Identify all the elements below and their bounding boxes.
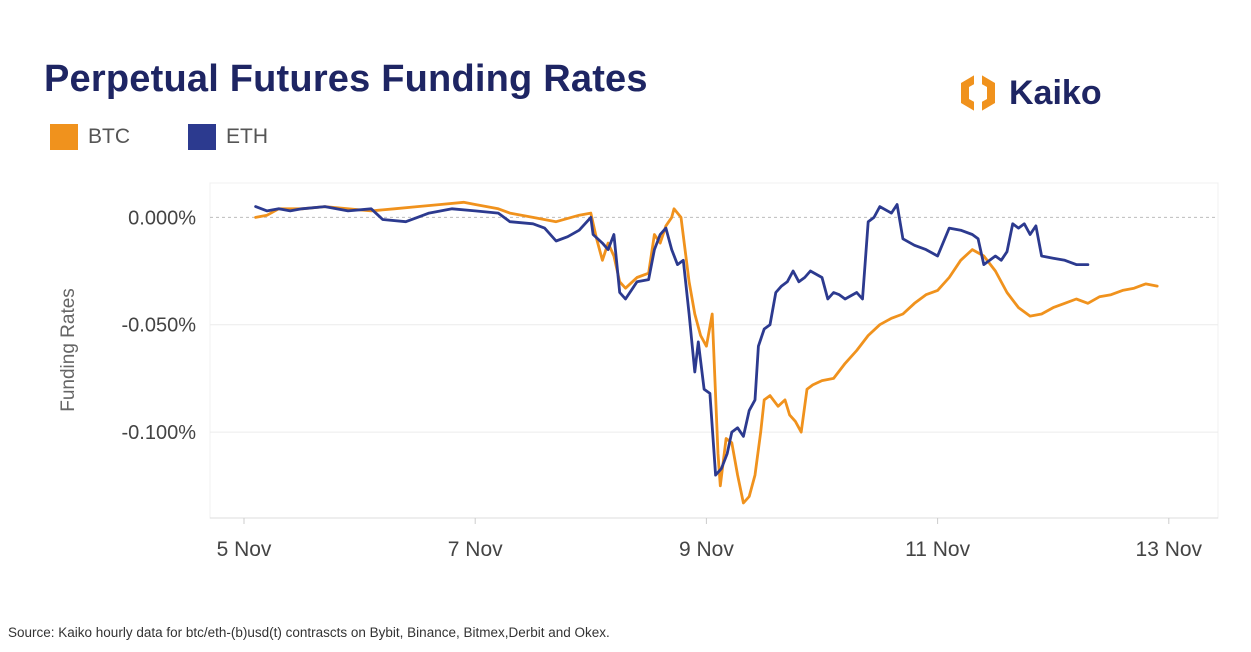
legend: BTC ETH xyxy=(50,124,326,150)
series-lines xyxy=(254,200,1159,505)
y-axis-ticks: 0.000% -0.050% -0.100% xyxy=(122,207,197,444)
legend-label-eth: ETH xyxy=(226,125,268,148)
y-axis-label: Funding Rates xyxy=(58,288,79,412)
funding-rate-chart: 0.000% -0.050% -0.100% 5 Nov 7 Nov 9 Nov 11 N… xyxy=(58,182,1219,561)
legend-swatch-eth xyxy=(188,124,216,150)
x-tick-label: 9 Nov xyxy=(679,538,734,561)
legend-swatch-btc xyxy=(50,124,78,150)
chart-title: Perpetual Futures Funding Rates xyxy=(44,58,648,100)
series-line-btc xyxy=(254,200,1159,505)
legend-item-btc: BTC xyxy=(50,124,130,150)
legend-item-eth: ETH xyxy=(188,124,268,150)
grid-lines xyxy=(209,182,1219,519)
y-tick-label: -0.050% xyxy=(122,315,197,337)
kaiko-logo: Kaiko xyxy=(955,70,1102,116)
x-tick-label: 5 Nov xyxy=(217,538,272,561)
kaiko-logo-text: Kaiko xyxy=(1009,73,1102,112)
x-tick-label: 11 Nov xyxy=(905,538,970,561)
kaiko-logo-icon xyxy=(961,70,995,116)
source-note: Source: Kaiko hourly data for btc/eth-(b… xyxy=(8,625,610,640)
y-tick-label: 0.000% xyxy=(128,207,196,229)
x-tick-label: 7 Nov xyxy=(448,538,503,561)
y-tick-label: -0.100% xyxy=(122,422,197,444)
x-tick-label: 13 Nov xyxy=(1136,538,1203,561)
legend-label-btc: BTC xyxy=(88,125,130,148)
x-axis-ticks: 5 Nov 7 Nov 9 Nov 11 Nov 13 Nov xyxy=(217,518,1203,561)
series-line-eth xyxy=(254,203,1090,477)
